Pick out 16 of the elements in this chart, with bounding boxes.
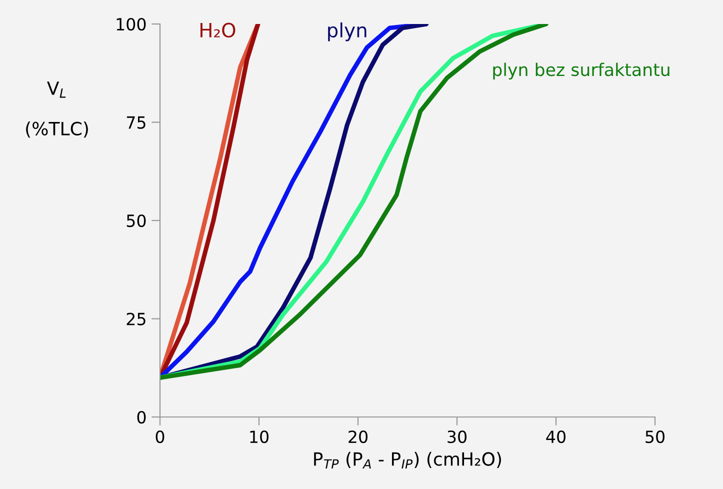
x-tick-label: 50 [646, 430, 664, 444]
y-tick-label: 0 [137, 410, 146, 424]
series-label: H₂O [200, 22, 236, 38]
y-tick-label: 25 [126, 312, 146, 326]
y-tick-label: 100 [116, 18, 146, 31]
x-tick-label: 40 [546, 430, 566, 444]
x-tick-label: 20 [348, 430, 368, 444]
text: V$_{L}$ (%TLC) [26, 82, 88, 138]
y-tick-label: 50 [126, 214, 146, 228]
series-label: plyn [328, 22, 366, 42]
y-tick-label: 75 [126, 116, 146, 129]
x-tick-label: 30 [448, 430, 466, 444]
series-label: plyn bez surfaktantu [493, 62, 670, 80]
x-axis-title: P$_{TP}$ (P$_{A}$ - P$_{IP}$) (cmH₂O) [314, 452, 501, 469]
x-tick-label: 0 [156, 430, 164, 444]
x-tick-label: 10 [250, 430, 268, 444]
